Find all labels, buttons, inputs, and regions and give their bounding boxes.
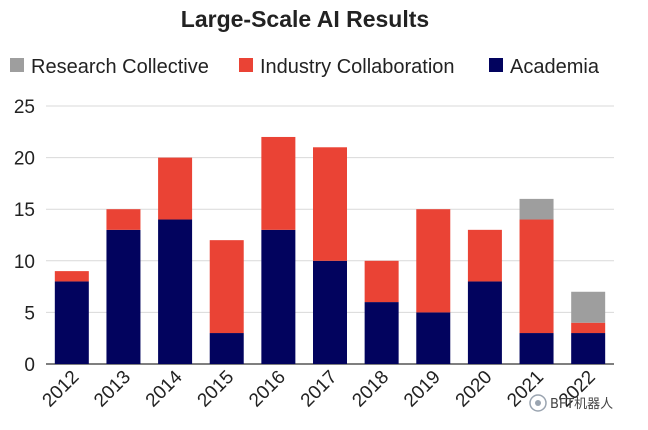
y-tick-label: 20 — [14, 149, 35, 170]
x-tick-label: 2020 — [452, 367, 497, 412]
bar-industry-collaboration-2012 — [54, 271, 89, 282]
chart-title: Large-Scale AI Results — [181, 6, 429, 32]
y-axis-ticks: 0 5 10 15 20 25 — [14, 97, 35, 376]
bar-industry-collaboration-2019 — [416, 209, 451, 313]
legend-swatch — [10, 58, 24, 72]
y-tick-label: 0 — [24, 355, 35, 376]
bar-industry-collaboration-2015 — [209, 240, 244, 334]
watermark-icon-dot — [535, 400, 541, 406]
x-tick-label: 2018 — [348, 367, 393, 412]
legend-label: Industry Collaboration — [260, 56, 455, 78]
bar-industry-collaboration-2017 — [313, 147, 347, 261]
x-tick-label: 2012 — [39, 367, 84, 412]
watermark-icon — [529, 394, 547, 412]
x-tick-label: 2015 — [194, 367, 239, 412]
legend: Research Collective Industry Collaboratio… — [10, 56, 600, 78]
bar-research-collective-2022 — [571, 291, 606, 323]
bar-industry-collaboration-2014 — [158, 157, 193, 220]
bar-academia-2021 — [519, 333, 554, 364]
legend-label: Research Collective — [31, 56, 209, 78]
bar-academia-2012 — [54, 281, 89, 364]
watermark: BFT机器人 — [529, 394, 613, 412]
x-tick-label: 2013 — [90, 367, 135, 412]
bar-industry-collaboration-2021 — [519, 219, 554, 334]
legend-swatch — [239, 58, 253, 72]
bar-academia-2020 — [467, 281, 502, 364]
y-tick-label: 10 — [14, 252, 35, 273]
bar-academia-2016 — [261, 229, 296, 364]
bar-academia-2013 — [106, 229, 141, 364]
bars — [54, 136, 606, 364]
legend-label: Academia — [510, 56, 600, 78]
bar-industry-collaboration-2016 — [261, 136, 296, 230]
y-tick-label: 15 — [14, 200, 35, 221]
bar-industry-collaboration-2013 — [106, 209, 141, 230]
y-tick-label: 25 — [14, 97, 35, 118]
x-tick-label: 2017 — [297, 367, 342, 412]
bar-research-collective-2021 — [519, 198, 554, 220]
bar-academia-2019 — [416, 312, 451, 364]
legend-swatch — [489, 58, 503, 72]
bar-industry-collaboration-2022 — [571, 322, 606, 334]
x-axis-ticks: 2012 2013 2014 2015 2016 2017 2018 2019 2020 2021… — [39, 366, 600, 411]
bar-academia-2015 — [209, 333, 244, 364]
x-tick-label: 2014 — [142, 366, 187, 411]
bar-academia-2022 — [571, 333, 606, 364]
bar-academia-2014 — [158, 219, 193, 364]
watermark-text: BFT机器人 — [550, 397, 613, 412]
bar-industry-collaboration-2018 — [364, 260, 399, 303]
x-tick-label: 2019 — [400, 367, 445, 412]
bar-industry-collaboration-2020 — [467, 229, 502, 282]
bar-academia-2018 — [364, 302, 399, 364]
bar-academia-2017 — [313, 260, 347, 364]
x-tick-label: 2016 — [245, 367, 290, 412]
x-tick-label: 2021 — [503, 367, 548, 412]
y-tick-label: 5 — [24, 303, 35, 324]
